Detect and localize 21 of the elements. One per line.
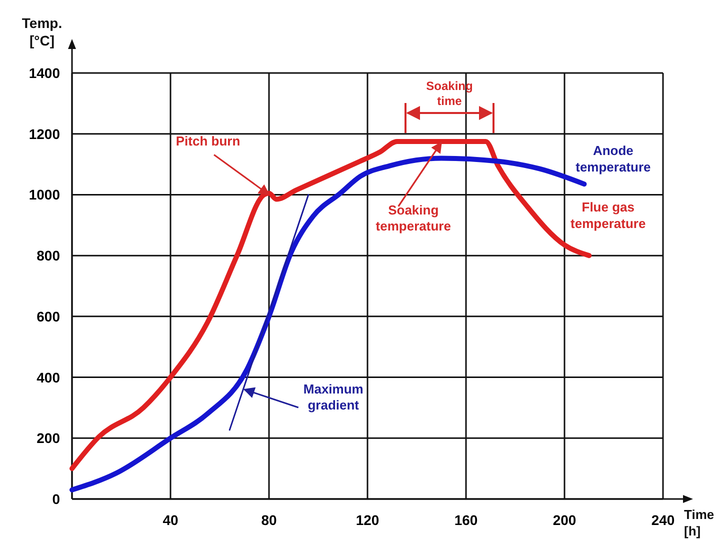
y-tick-label: 1400 xyxy=(28,65,60,81)
x-tick-label: 240 xyxy=(651,512,675,528)
y-axis-title: Temp. [°C] xyxy=(22,15,62,48)
annotation: Soaking temperature xyxy=(376,202,451,234)
series-label: Anode temperature xyxy=(576,143,651,174)
y-tick-label: 1000 xyxy=(28,186,60,203)
y-tick-label: 800 xyxy=(36,248,60,264)
y-tick-label: 1200 xyxy=(28,126,60,142)
y-tick-label: 600 xyxy=(36,308,60,324)
annotation: Maximum gradient xyxy=(303,381,364,413)
x-tick-label: 200 xyxy=(552,512,576,528)
series-label: Flue gas temperature xyxy=(570,200,646,231)
y-tick-label: 200 xyxy=(36,430,60,446)
y-tick-label: 0 xyxy=(52,491,60,507)
x-tick-label: 120 xyxy=(356,512,380,528)
y-tick-label: 400 xyxy=(36,369,60,386)
annotation: Pitch burn xyxy=(176,134,240,149)
x-tick-label: 80 xyxy=(261,512,277,528)
x-tick-label: 160 xyxy=(454,512,478,528)
x-axis-title: Time [h] xyxy=(684,507,714,538)
x-tick-label: 40 xyxy=(162,512,178,528)
